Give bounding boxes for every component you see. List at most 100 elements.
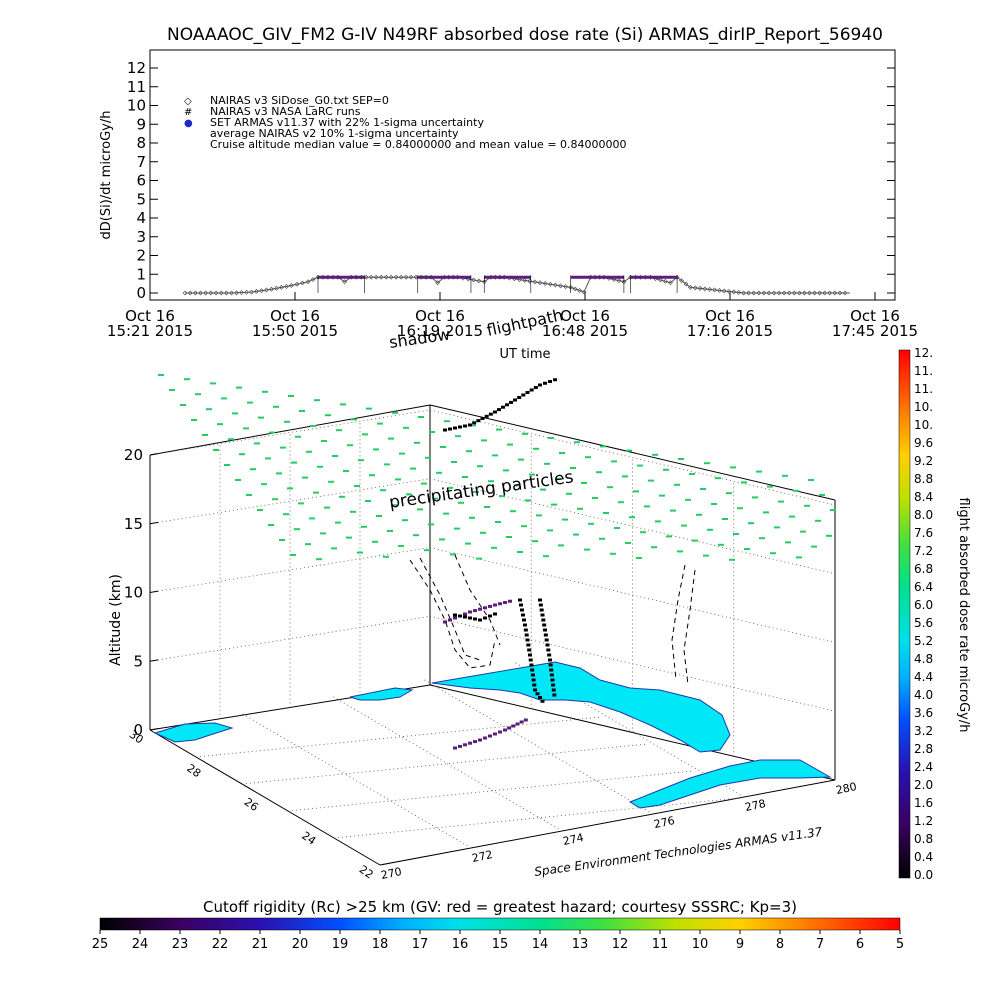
flightpath-marker [533,688,537,692]
nairas-v3-marker [383,274,389,280]
dose-colorbar-tick-label: 2.8 [914,742,933,756]
flightpath-marker [472,421,477,425]
flightpath-marker [546,648,551,652]
flightpath-marker [530,673,535,677]
cutoff-colorbar-tick-label: 5 [896,937,904,952]
nairas-v3-marker [832,290,838,296]
grid-floor-lat [241,743,648,785]
nairas-v3-marker [283,284,289,289]
latitude-tick-label: 28 [184,762,203,781]
nairas-v3-marker [751,290,757,296]
longitude-ticks: 270 272 274 276 278 280 [380,780,858,882]
flightpath-marker [483,616,487,620]
flightpath-marker [543,633,548,637]
profile-y-tick-label: 2 [136,247,146,265]
dose-colorbar-tick-label: 7.6 [914,526,933,540]
nairas-v3-marker [542,281,548,286]
dose-colorbar-tick-label: 8.8 [914,472,933,486]
dose-colorbar-tick-label: 0.8 [914,832,933,846]
flightpath-marker [518,598,522,602]
figure-title: NOAAAOC_GIV_FM2 G-IV N49RF absorbed dose… [167,25,883,45]
nairas-v3-marker [300,280,305,286]
nairas-v3-marker [229,290,234,296]
dose-colorbar-tick-label: 8.0 [914,508,933,522]
nairas-v3-marker [254,288,259,294]
flightpath-marker [453,426,457,430]
nairas-v3-marker [264,287,269,293]
nairas-v3-marker [363,274,369,280]
precipitating-particles [158,374,836,561]
longitude-tick-label: 270 [380,865,403,882]
flightpath-marker [528,658,533,662]
grid-floor-lon [240,712,472,849]
nairas-v3-marker [259,288,264,294]
profile-y-tick-label: 3 [136,228,146,246]
nairas-v3-marker [786,290,792,296]
dose-colorbar-ticks: 0.0 0.4 0.8 1.2 1.6 2.0 2.4 2.8 3.2 3.6 4.0 4.4 4.8 5… [914,346,933,882]
flightpath-marker [463,615,467,619]
nairas-v3-marker [537,280,543,286]
altitude-tick-label: 15 [124,515,143,533]
dose-colorbar-tick-label: 1.6 [914,796,933,810]
altitude-ticks: 0 5 10 15 20 [124,446,159,739]
altitude-tick-label: 5 [133,652,143,670]
latitude-tick-label: 26 [242,795,261,814]
flightpath-marker [529,388,534,392]
flightpath-marker [458,614,462,618]
legend-entry-nairas-v3-larc: NAIRAS v3 NASA LaRC runs [210,105,361,118]
flightpath-marker [458,744,462,748]
cutoff-colorbar-tick-label: 18 [372,937,389,952]
nairas-v3-marker [801,290,807,296]
florida-map [153,661,832,809]
flightpath-marker [517,396,522,399]
flightpath-marker [543,381,547,385]
cutoff-colorbar-tick-label: 16 [452,937,469,952]
flightpath-marker [503,728,507,732]
legend-entry-nairas-v2: average NAIRAS v2 10% 1-sigma uncertaint… [210,127,459,140]
flightpath-marker [448,618,452,622]
flightpath-marker [549,673,554,677]
longitude-tick-label: 280 [835,780,858,797]
profile-x-tick-time: 16:48 2015 [542,322,628,340]
grid-floor-lat [287,770,694,812]
flightpath-marker [468,741,472,745]
dose-colorbar-tick-label: 3.2 [914,724,933,738]
nairas-v3-marker [182,290,188,296]
flightpath-marker [513,398,517,402]
altitude-tick [149,728,159,731]
cuba-island [628,759,832,809]
nairas-v3-marker [269,286,274,292]
nairas-v3-marker [532,279,538,285]
flightpath-marker [521,393,526,397]
dose-colorbar-tick-label: 6.0 [914,598,933,612]
nairas-v3-marker [476,278,482,284]
plot-box [149,404,836,866]
flightpath-marker [523,628,528,632]
profile-x-tick-date: Oct 16 [415,307,465,325]
flightpath-marker [533,386,538,389]
nairas-v3-marker [827,290,833,296]
dose-colorbar-tick-label: 0.4 [914,850,933,864]
nairas-v3-marker [707,286,713,292]
nairas-v3-marker [408,274,414,280]
profile-y-tick-label: 0 [136,284,146,302]
flightpath-marker [527,648,532,652]
altitude-axis-label: Altitude (km) [108,574,124,666]
dose-colorbar-tick-label: 6.8 [914,562,933,576]
flightpath-marker [535,692,540,696]
profile-y-tick-label: 7 [136,153,146,171]
flightpath-marker [547,653,552,657]
nairas-v3-marker [288,283,294,288]
nairas-v3-marker [249,289,254,295]
profile-y-tick-label: 10 [127,97,146,115]
flightpath-marker [473,617,477,621]
flightpath-marker [473,609,477,613]
flightpath-marker [525,638,530,642]
profile-y-tick-label: 1 [136,265,146,283]
cutoff-colorbar-tick-label: 9 [736,937,744,952]
nairas-v3-marker [274,285,279,291]
cutoff-colorbar-tick-label: 23 [172,937,189,952]
nairas-v3-marker [368,274,374,280]
flightpath-marker [551,683,556,687]
